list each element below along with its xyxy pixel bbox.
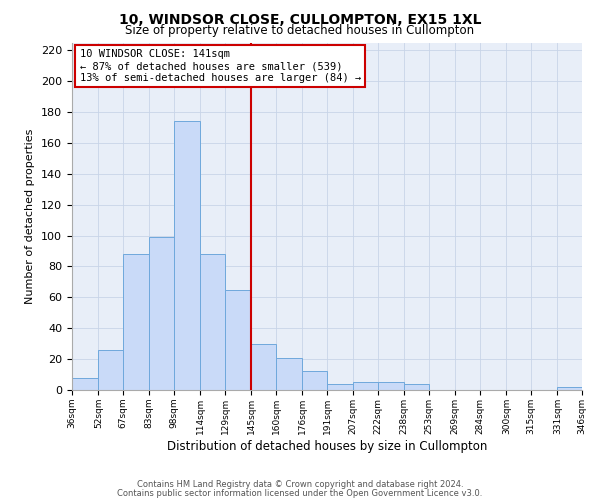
Bar — [404, 384, 429, 390]
Text: Contains HM Land Registry data © Crown copyright and database right 2024.: Contains HM Land Registry data © Crown c… — [137, 480, 463, 489]
Bar — [276, 358, 302, 390]
Bar — [123, 254, 149, 390]
Text: 10, WINDSOR CLOSE, CULLOMPTON, EX15 1XL: 10, WINDSOR CLOSE, CULLOMPTON, EX15 1XL — [119, 12, 481, 26]
Bar — [327, 384, 353, 390]
Bar — [378, 382, 404, 390]
Text: Size of property relative to detached houses in Cullompton: Size of property relative to detached ho… — [125, 24, 475, 37]
Bar — [72, 378, 98, 390]
Text: Contains public sector information licensed under the Open Government Licence v3: Contains public sector information licen… — [118, 489, 482, 498]
Bar — [225, 290, 251, 390]
Text: 10 WINDSOR CLOSE: 141sqm
← 87% of detached houses are smaller (539)
13% of semi-: 10 WINDSOR CLOSE: 141sqm ← 87% of detach… — [80, 50, 361, 82]
Bar — [149, 237, 174, 390]
Bar — [251, 344, 276, 390]
X-axis label: Distribution of detached houses by size in Cullompton: Distribution of detached houses by size … — [167, 440, 487, 452]
Bar — [200, 254, 225, 390]
Bar — [98, 350, 123, 390]
Bar — [353, 382, 378, 390]
Y-axis label: Number of detached properties: Number of detached properties — [25, 128, 35, 304]
Bar — [302, 372, 327, 390]
Bar — [557, 387, 582, 390]
Bar — [174, 122, 200, 390]
